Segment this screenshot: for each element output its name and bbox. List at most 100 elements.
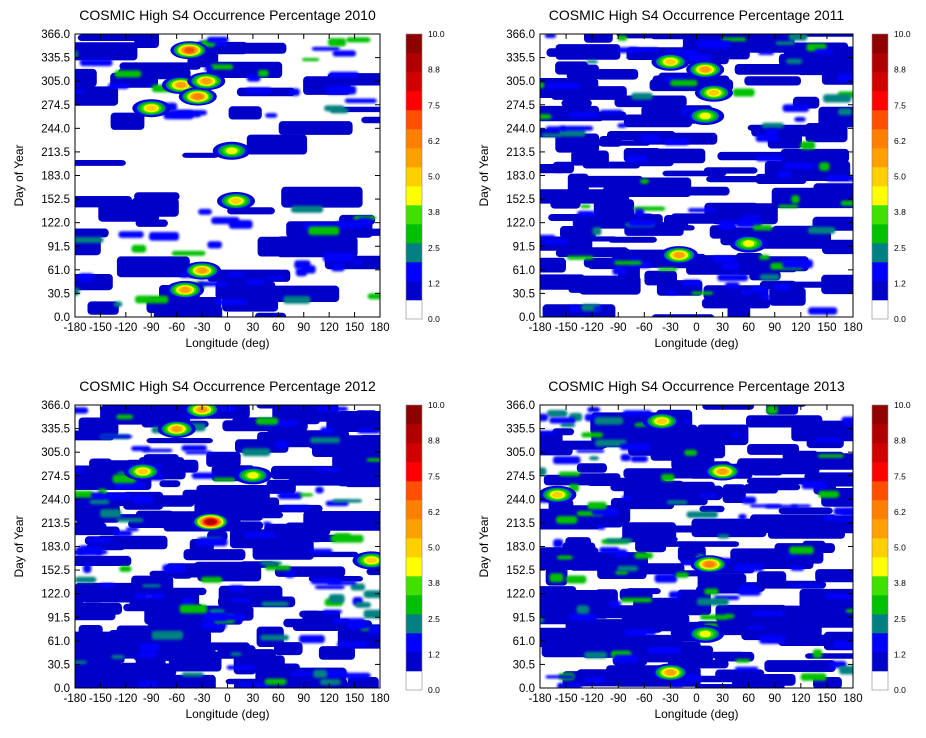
hotspot-3 [665,669,676,676]
streak [277,492,303,500]
colorbar-swatch [406,300,422,320]
streak [819,162,830,171]
streak [605,538,633,543]
hotspot-0 [184,47,194,53]
streak [740,290,752,295]
y-tick-label: 152.5 [506,194,535,206]
panel-2: COSMIC High S4 Occurrence Percentage 201… [12,378,445,721]
streak [256,417,279,425]
streak [119,566,132,572]
colorbar-swatch [872,462,888,482]
colorbar-swatch [872,519,888,539]
x-tick-label: -150 [555,322,578,334]
streak [328,594,345,603]
blob [183,549,246,561]
streak [778,204,799,208]
y-tick-label: 122.0 [506,589,535,601]
y-tick-label: 274.5 [41,471,70,483]
streak [310,437,341,444]
blob [75,68,97,87]
x-tick-label: 0 [693,693,699,705]
y-tick-label: 274.5 [506,100,535,112]
blob [699,505,725,513]
colorbar-tick-label: 3.8 [428,207,440,217]
streak [657,267,678,271]
streak [125,527,139,532]
blob [623,114,692,128]
blob [116,256,190,278]
streak [712,256,736,262]
streak [741,496,757,504]
streak [317,406,348,412]
streak [114,70,142,78]
streak [624,629,657,636]
colorbar-swatch [872,300,888,320]
colorbar-swatch [406,148,422,168]
y-tick-label: 305.0 [41,76,70,88]
blob [182,152,219,158]
blob [555,61,589,75]
streak [115,482,146,489]
blob [143,454,179,460]
streak [322,609,343,614]
blob [744,76,801,86]
streak [540,617,544,623]
streak [75,660,88,664]
blob [576,463,607,473]
y-tick-label: 305.0 [41,447,70,459]
streak [549,573,564,583]
colorbar-swatch [406,129,422,149]
streak [815,437,842,442]
streak [666,500,688,505]
hotspot-3 [137,468,149,475]
y-tick-label: 30.5 [513,288,535,300]
streak [113,530,133,537]
streak [113,301,123,307]
colorbar-tick-label: 10.0 [894,29,911,39]
y-tick-label: 91.5 [48,241,70,253]
streak [75,576,97,583]
streak [540,413,549,422]
colorbar-tick-label: 8.8 [894,65,906,75]
streak [788,34,808,41]
colorbar-swatch [406,91,422,111]
streak [151,630,184,640]
blob [168,651,222,672]
y-tick-label: 122.0 [41,589,70,601]
y-tick-label: 122.0 [41,218,70,230]
streak [682,420,692,424]
streak [584,651,608,659]
colorbar: 0.0 1.2 2.5 3.8 5.0 6.2 7.5 8.8 10.0 [871,29,911,324]
blob [780,148,850,163]
colorbar-swatch [872,614,888,634]
streak [774,283,791,291]
streak [308,548,333,554]
streak [634,552,654,559]
streak [131,244,147,253]
colorbar-tick-label: 8.8 [428,65,440,75]
colorbar-swatch [872,481,888,501]
streak [336,641,368,647]
y-tick-label: 30.5 [48,288,70,300]
streak [203,612,228,621]
blob [543,474,612,486]
streak [556,555,573,560]
streak [290,88,300,96]
y-tick-label: 183.0 [506,171,535,183]
colorbar-swatch [406,34,422,54]
blob [599,136,622,147]
blob [584,34,613,43]
blob [792,451,845,467]
streak [238,682,269,688]
streak [775,41,795,45]
streak [541,133,563,137]
streak [324,105,345,112]
colorbar-swatch [406,424,422,444]
streak [718,220,737,230]
blob [561,99,592,108]
streak [100,435,133,439]
x-tick-label: -90 [143,322,160,334]
streak [100,493,132,500]
hotspot-5 [247,472,259,479]
streak [95,549,108,555]
